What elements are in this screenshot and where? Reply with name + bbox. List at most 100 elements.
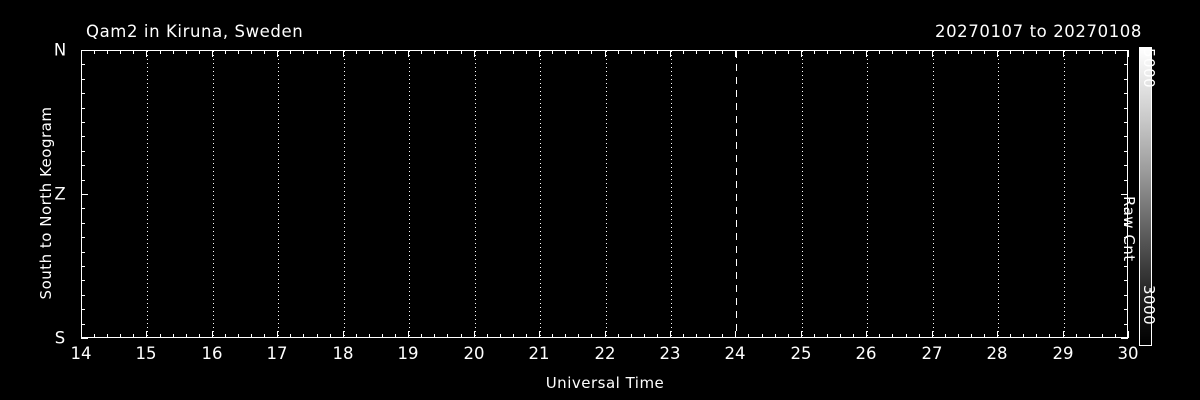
x-tick-minor-top — [1049, 50, 1050, 54]
x-tick-major — [212, 331, 213, 338]
y-tick-major-right — [1121, 194, 1128, 195]
x-tick-minor-top — [199, 50, 200, 54]
y-tick-minor — [81, 309, 85, 310]
y-tick-minor-right — [1124, 64, 1128, 65]
x-tick-minor — [369, 334, 370, 338]
y-tick-minor-right — [1124, 180, 1128, 181]
x-tick-minor — [762, 334, 763, 338]
x-tick-major — [277, 331, 278, 338]
x-tick-minor-top — [984, 50, 985, 54]
x-tick-minor-top — [1089, 50, 1090, 54]
y-tick-minor — [81, 151, 85, 152]
x-tick-minor-top — [748, 50, 749, 54]
x-tick-minor-top — [330, 50, 331, 54]
x-tick-minor — [251, 334, 252, 338]
x-tick-minor — [94, 334, 95, 338]
y-tick-major-right — [1121, 338, 1128, 339]
x-tick-minor-top — [644, 50, 645, 54]
x-tick-minor-top — [827, 50, 828, 54]
x-axis-tick-label: 16 — [201, 344, 223, 363]
x-tick-major — [408, 331, 409, 338]
colorbar-min-label: 3000 — [1140, 285, 1158, 326]
x-tick-minor — [1102, 334, 1103, 338]
x-tick-major — [474, 331, 475, 338]
y-axis-tick-label: N — [53, 40, 67, 60]
x-tick-major-top — [81, 50, 82, 57]
x-tick-minor-top — [1036, 50, 1037, 54]
y-tick-minor — [81, 208, 85, 209]
x-tick-minor — [565, 334, 566, 338]
x-tick-minor-top — [238, 50, 239, 54]
x-tick-minor-top — [892, 50, 893, 54]
x-tick-minor-top — [840, 50, 841, 54]
x-axis-tick-label: 17 — [266, 344, 288, 363]
x-tick-minor — [421, 334, 422, 338]
gridline-dotted — [147, 51, 148, 337]
x-tick-minor — [317, 334, 318, 338]
x-axis-tick-label: 26 — [855, 344, 877, 363]
x-tick-minor-top — [447, 50, 448, 54]
x-tick-minor — [879, 334, 880, 338]
x-tick-major-top — [1063, 50, 1064, 57]
x-tick-minor — [513, 334, 514, 338]
x-tick-minor — [971, 334, 972, 338]
gridline-dotted — [606, 51, 607, 337]
x-tick-minor — [382, 334, 383, 338]
x-tick-major-top — [801, 50, 802, 57]
x-tick-minor-top — [1010, 50, 1011, 54]
x-tick-minor-top — [1102, 50, 1103, 54]
x-tick-major — [1128, 331, 1129, 338]
x-tick-major — [735, 331, 736, 338]
x-tick-minor-top — [382, 50, 383, 54]
y-tick-minor-right — [1124, 165, 1128, 166]
gridline-dotted — [213, 51, 214, 337]
y-tick-minor-right — [1124, 295, 1128, 296]
y-tick-minor — [81, 136, 85, 137]
x-tick-minor — [814, 334, 815, 338]
x-tick-minor-top — [709, 50, 710, 54]
x-tick-minor-top — [1115, 50, 1116, 54]
x-tick-minor — [264, 334, 265, 338]
x-tick-major — [146, 331, 147, 338]
x-axis-tick-label: 20 — [463, 344, 485, 363]
x-tick-minor — [709, 334, 710, 338]
x-tick-minor-top — [317, 50, 318, 54]
x-tick-minor-top — [395, 50, 396, 54]
x-tick-major-top — [474, 50, 475, 57]
x-tick-minor — [1049, 334, 1050, 338]
x-tick-minor-top — [657, 50, 658, 54]
x-tick-minor-top — [1023, 50, 1024, 54]
x-tick-major-top — [343, 50, 344, 57]
y-tick-minor — [81, 79, 85, 80]
x-tick-minor-top — [500, 50, 501, 54]
x-axis-tick-label: 21 — [528, 344, 550, 363]
y-tick-minor-right — [1124, 252, 1128, 253]
x-axis-tick-label: 23 — [659, 344, 681, 363]
x-axis-tick-label: 30 — [1117, 344, 1139, 363]
x-tick-minor — [330, 334, 331, 338]
x-tick-major-top — [539, 50, 540, 57]
x-tick-minor — [290, 334, 291, 338]
x-tick-minor — [487, 334, 488, 338]
x-tick-major-top — [670, 50, 671, 57]
y-tick-minor — [81, 266, 85, 267]
x-tick-minor-top — [565, 50, 566, 54]
x-tick-minor — [919, 334, 920, 338]
x-tick-minor-top — [356, 50, 357, 54]
x-tick-minor-top — [421, 50, 422, 54]
gridline-dotted — [802, 51, 803, 337]
x-tick-minor-top — [814, 50, 815, 54]
x-tick-minor — [631, 334, 632, 338]
x-tick-minor — [644, 334, 645, 338]
x-tick-minor — [853, 334, 854, 338]
x-tick-minor-top — [94, 50, 95, 54]
y-tick-minor-right — [1124, 151, 1128, 152]
x-tick-minor — [1023, 334, 1024, 338]
x-tick-minor-top — [434, 50, 435, 54]
y-tick-minor-right — [1124, 93, 1128, 94]
x-tick-minor-top — [696, 50, 697, 54]
x-tick-minor — [840, 334, 841, 338]
y-tick-minor — [81, 280, 85, 281]
x-tick-minor-top — [879, 50, 880, 54]
x-tick-minor — [906, 334, 907, 338]
